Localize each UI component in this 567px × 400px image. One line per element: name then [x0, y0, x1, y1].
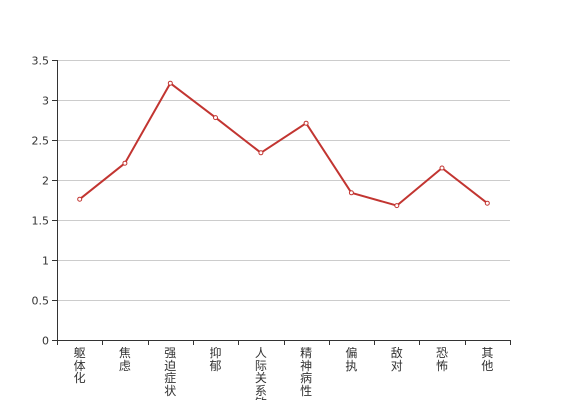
x-tick-label: 恐怖 — [436, 347, 449, 373]
x-tick-label: 躯体化 — [73, 347, 86, 385]
data-point — [122, 160, 128, 166]
y-tick-label: 1.5 — [32, 215, 50, 228]
y-tick-label: 2 — [42, 175, 49, 188]
x-tick-label: 敌对 — [390, 347, 403, 373]
x-axis — [57, 340, 511, 345]
x-tick-label: 抑郁 — [209, 347, 222, 373]
data-point — [303, 120, 309, 126]
grid-lines — [57, 60, 510, 301]
series-line — [78, 82, 489, 207]
y-axis: 0 0.5 1 1.5 2 2.5 3 3.5 — [32, 55, 58, 348]
x-tick-label: 强迫症状 — [164, 347, 177, 398]
x-tick-label: 焦虑 — [118, 347, 131, 373]
data-point — [258, 150, 264, 156]
data-point — [77, 196, 83, 202]
data-point — [484, 200, 490, 206]
y-tick-label: 2.5 — [32, 135, 50, 148]
x-tick-label: 精神病性 — [300, 347, 313, 398]
x-tick-label: 其他 — [481, 347, 494, 373]
y-tick-label: 1 — [42, 255, 49, 268]
x-tick-label: 偏执 — [345, 347, 358, 373]
series-markers — [77, 80, 490, 209]
y-tick-label: 0.5 — [32, 295, 50, 308]
data-point — [348, 190, 354, 196]
y-tick-label: 3 — [42, 95, 49, 108]
y-tick-label: 0 — [42, 335, 49, 348]
y-tick-label: 3.5 — [32, 55, 50, 68]
data-point — [439, 165, 445, 171]
data-point — [394, 203, 400, 209]
data-point — [167, 80, 173, 86]
data-point — [213, 115, 218, 121]
x-tick-label: 人际关系敏感 — [254, 347, 267, 400]
